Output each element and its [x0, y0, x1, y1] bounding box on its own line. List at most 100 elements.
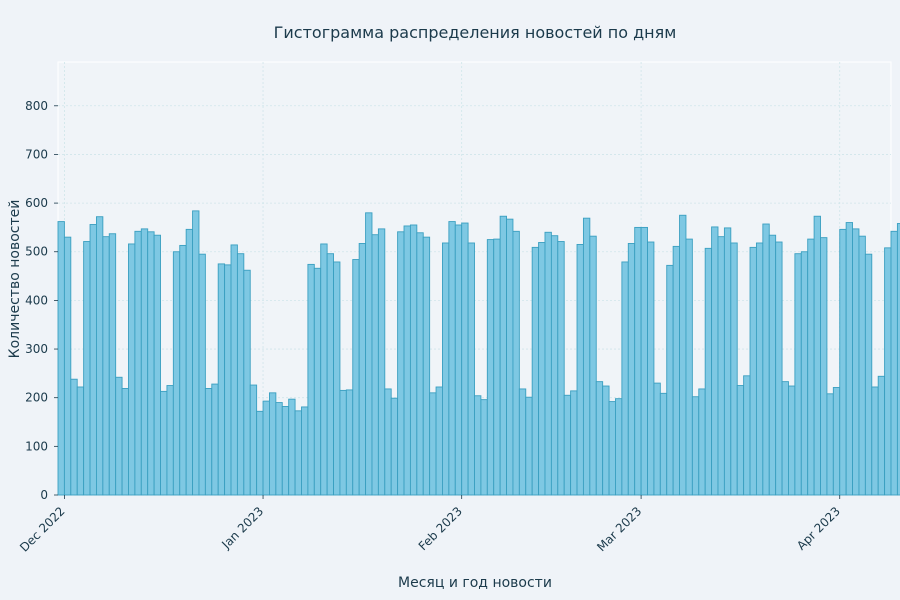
bar [544, 231, 552, 496]
bar [390, 397, 399, 496]
bar [807, 238, 815, 496]
bar [839, 228, 847, 496]
y-axis-label: Количество новостей [7, 200, 23, 359]
bar [704, 247, 713, 496]
bar [461, 222, 469, 496]
y-tick-label: 800 [25, 99, 48, 113]
bar [115, 376, 123, 496]
bar [499, 215, 507, 496]
bar [454, 224, 463, 496]
bar [281, 406, 290, 496]
bar [102, 236, 110, 496]
bar [896, 223, 900, 496]
bar [384, 388, 392, 496]
bar [576, 243, 584, 496]
bar [647, 241, 655, 496]
bar [832, 387, 841, 496]
bar [313, 267, 322, 496]
bar [147, 231, 155, 496]
bar [723, 227, 732, 496]
bar [506, 218, 514, 496]
bar [589, 235, 597, 496]
bar [217, 263, 226, 496]
x-axis-label: Месяц и год новости [398, 575, 552, 591]
bar [192, 210, 200, 496]
bar [262, 400, 270, 496]
bar [352, 259, 360, 496]
y-tick-label: 700 [25, 147, 48, 161]
bar [204, 388, 213, 496]
bar [57, 221, 65, 496]
bar [884, 247, 892, 496]
bar [826, 393, 834, 496]
bar [672, 245, 680, 496]
bar [621, 261, 629, 496]
bar [63, 236, 72, 496]
bar [442, 242, 450, 496]
bar [755, 242, 764, 496]
bar [615, 398, 623, 496]
bar [563, 394, 572, 496]
bar [333, 261, 341, 496]
bar [474, 395, 482, 496]
bar [864, 253, 873, 496]
bar [403, 225, 411, 496]
bar [749, 246, 757, 496]
bar [121, 388, 129, 496]
bar [768, 234, 777, 496]
bar [781, 381, 789, 496]
bar [429, 392, 437, 496]
bar [301, 406, 309, 496]
bar [211, 383, 219, 496]
bar [570, 390, 578, 496]
bar [640, 226, 648, 496]
bar [736, 385, 745, 496]
bar [185, 228, 194, 496]
y-tick-label: 600 [25, 196, 48, 210]
bar [531, 246, 540, 496]
bar [371, 234, 379, 496]
bar [730, 242, 738, 496]
x-tick-label: Mar 2023 [594, 504, 644, 554]
bar [172, 251, 181, 496]
bar [166, 385, 174, 496]
x-tick-label: Apr 2023 [794, 504, 843, 553]
bar [788, 385, 796, 496]
bar [595, 381, 604, 496]
bar [179, 244, 187, 496]
bar [140, 228, 149, 496]
bar [275, 402, 283, 496]
bar [153, 234, 161, 496]
bar [608, 401, 616, 496]
y-tick-label: 300 [25, 342, 48, 356]
bar [627, 243, 636, 496]
bar [890, 230, 898, 496]
bar [685, 238, 693, 496]
bar [320, 243, 328, 496]
bar [518, 388, 527, 496]
bar [365, 212, 373, 496]
chart-title: Гистограмма распределения новостей по дн… [274, 23, 677, 42]
bar [377, 228, 386, 496]
bar [525, 396, 533, 496]
bar [775, 241, 783, 496]
bar [397, 231, 405, 496]
bar [659, 392, 668, 496]
bar [422, 236, 431, 496]
bar [236, 253, 245, 496]
y-tick-label: 100 [25, 439, 48, 453]
y-axis: 0 100 200 300 400 500 600 700 800 [25, 99, 58, 502]
bar [224, 264, 232, 496]
bar [691, 396, 700, 496]
bar [307, 263, 315, 496]
bar [877, 375, 886, 496]
y-tick-label: 400 [25, 293, 48, 307]
bar [243, 269, 251, 496]
bar [820, 237, 828, 496]
y-tick-label: 200 [25, 391, 48, 405]
bar [467, 242, 475, 496]
bar [858, 235, 866, 496]
bar [160, 390, 168, 496]
bar [698, 388, 706, 496]
